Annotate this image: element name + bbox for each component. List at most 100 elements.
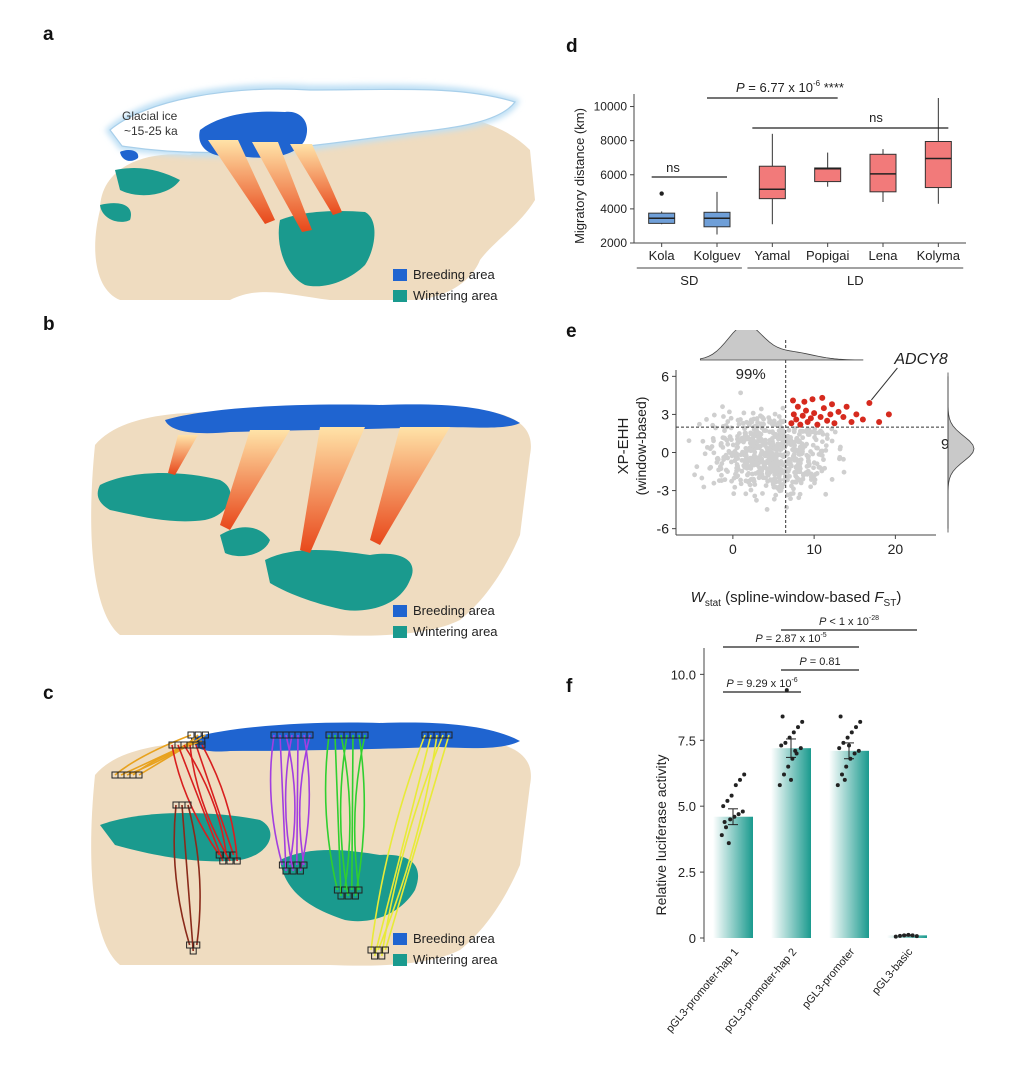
data-point bbox=[793, 748, 798, 753]
data-point bbox=[842, 777, 847, 782]
wintering-area-south bbox=[280, 850, 419, 922]
y-axis-label-line1: XP-EHH bbox=[615, 418, 632, 475]
background-point bbox=[768, 477, 773, 483]
x-tick-label: 10 bbox=[806, 541, 822, 557]
background-point bbox=[711, 450, 717, 456]
background-point bbox=[726, 409, 732, 415]
background-point bbox=[763, 475, 769, 481]
outlier-point bbox=[853, 411, 860, 418]
migration-arrow-1 bbox=[208, 140, 275, 224]
migration-arrow-1 bbox=[168, 435, 198, 475]
legend-label: Wintering area bbox=[413, 288, 498, 303]
x-tick-label: pGL3-basic bbox=[870, 946, 916, 997]
background-point bbox=[793, 479, 799, 485]
background-point bbox=[761, 428, 767, 434]
comparison-label: P = 0.81 bbox=[799, 656, 840, 668]
background-point bbox=[767, 429, 773, 435]
legend-label: Breeding area bbox=[413, 931, 495, 946]
annotation-ns-ld: ns bbox=[869, 110, 883, 125]
background-point bbox=[814, 445, 819, 451]
background-point bbox=[773, 432, 779, 437]
comparison-label: P = 2.87 x 10-5 bbox=[755, 632, 826, 645]
data-point bbox=[742, 772, 747, 777]
background-point bbox=[801, 472, 806, 478]
background-point bbox=[800, 435, 806, 441]
x-label-st: ST bbox=[884, 598, 897, 609]
legend-c: Breeding area Wintering area bbox=[393, 928, 498, 970]
background-point bbox=[727, 434, 733, 440]
background-point bbox=[776, 474, 782, 480]
track-endpoint bbox=[193, 941, 201, 949]
data-point bbox=[722, 820, 727, 824]
panel-label-b: b bbox=[43, 314, 55, 335]
outlier-point bbox=[848, 419, 855, 426]
background-point bbox=[754, 445, 760, 451]
background-point bbox=[806, 429, 812, 435]
x-label-f: F bbox=[874, 589, 884, 606]
data-point bbox=[786, 764, 791, 769]
background-point bbox=[824, 436, 830, 441]
y-tick-label: 2.5 bbox=[678, 865, 696, 880]
panel-label-c: c bbox=[43, 683, 54, 704]
x-tick-label: 20 bbox=[888, 541, 904, 557]
background-point bbox=[747, 455, 753, 461]
group-label: SD bbox=[680, 273, 698, 288]
migration-track bbox=[351, 734, 354, 891]
legend-b: Breeding area Wintering area bbox=[393, 600, 498, 642]
background-point bbox=[723, 452, 729, 458]
data-point bbox=[740, 809, 745, 814]
outlier-point bbox=[820, 405, 827, 412]
outlier-point bbox=[811, 410, 818, 417]
legend-row-breeding: Breeding area bbox=[393, 928, 498, 949]
data-point bbox=[854, 725, 858, 730]
background-point bbox=[765, 469, 770, 475]
x-tick-label: Kolyma bbox=[917, 248, 961, 263]
background-point bbox=[779, 452, 784, 458]
x-tick-label: Kolguev bbox=[694, 248, 741, 263]
bar bbox=[887, 935, 927, 938]
background-point bbox=[746, 422, 752, 428]
background-point bbox=[692, 472, 697, 478]
group-label: LD bbox=[847, 273, 864, 288]
background-point bbox=[697, 421, 702, 427]
outlier-point bbox=[797, 421, 804, 428]
track-endpoint bbox=[226, 857, 234, 865]
background-point bbox=[812, 434, 817, 440]
bar bbox=[771, 748, 811, 938]
x-tick-label: Yamal bbox=[754, 248, 790, 263]
data-point bbox=[856, 748, 861, 753]
background-point bbox=[700, 438, 706, 444]
background-point bbox=[763, 483, 769, 489]
background-point bbox=[838, 444, 843, 450]
outlier-point bbox=[827, 411, 834, 418]
data-point bbox=[898, 933, 902, 938]
map-c bbox=[91, 722, 531, 966]
outlier-point bbox=[809, 396, 816, 403]
background-point bbox=[800, 428, 805, 434]
outlier-point bbox=[885, 411, 892, 418]
outlier-point bbox=[829, 401, 835, 408]
y-tick-label: 10.0 bbox=[671, 667, 696, 682]
background-point bbox=[725, 419, 731, 424]
background-point bbox=[814, 470, 820, 476]
background-point bbox=[767, 437, 773, 443]
background-point bbox=[718, 441, 724, 447]
outlier-point bbox=[794, 403, 801, 410]
x-label-w: W bbox=[691, 589, 707, 606]
y-tick-label: -3 bbox=[657, 483, 670, 499]
comparison-p: P bbox=[819, 616, 827, 628]
background-point bbox=[748, 476, 754, 482]
background-point bbox=[778, 418, 784, 424]
data-point bbox=[789, 777, 793, 782]
comparison-value: = 0.81 bbox=[807, 656, 841, 668]
background-point bbox=[704, 417, 709, 422]
background-point bbox=[728, 425, 734, 431]
legend-row-breeding: Breeding area bbox=[393, 600, 498, 621]
track-endpoint bbox=[187, 731, 195, 739]
background-point bbox=[710, 436, 716, 441]
data-point bbox=[835, 783, 840, 788]
outlier-point bbox=[814, 421, 821, 428]
background-point bbox=[776, 484, 782, 490]
y-tick-label: 8000 bbox=[600, 134, 627, 148]
background-point bbox=[725, 469, 730, 474]
